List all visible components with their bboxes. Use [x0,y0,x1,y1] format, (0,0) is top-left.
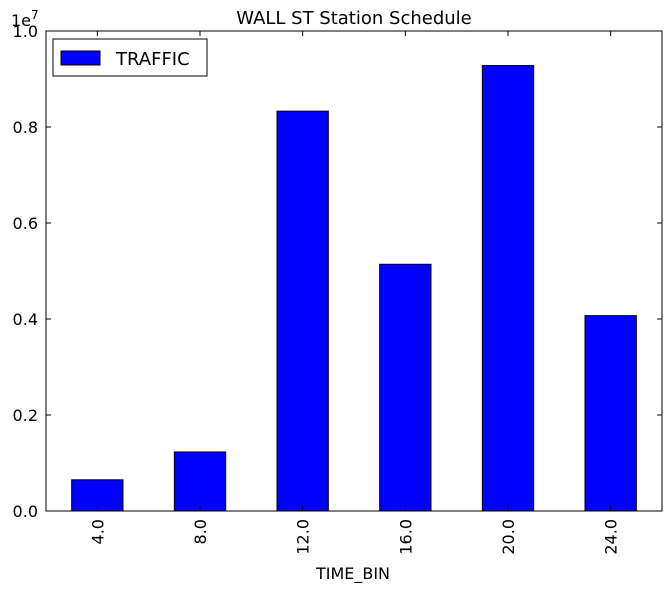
y-tick-label: 0.0 [13,502,38,521]
bar [379,263,432,512]
bar [276,110,329,512]
y-offset-exponent: 7 [31,8,39,22]
x-tick-label: 20.0 [499,519,518,555]
y-tick-label: 1.0 [13,22,38,41]
x-tick-label: 12.0 [294,519,313,555]
bar [584,315,637,512]
y-tick-label: 0.8 [13,118,38,137]
y-tick-label: 0.2 [13,406,38,425]
chart-title: WALL ST Station Schedule [236,8,471,29]
x-tick-label: 16.0 [396,519,415,555]
bar [481,65,535,512]
legend-label: TRAFFIC [115,49,190,70]
axes-layer: 4.0 8.0 12.0 16.0 20.0 24.0 0.0 0.2 0.4 0.6 0.8 1.0 [13,22,662,555]
bar [71,479,124,512]
bars-layer [71,65,637,512]
plot-frame [45,30,663,512]
y-offset-label: 1e7 [11,8,39,30]
bar [173,451,227,512]
y-tick-label: 0.4 [13,310,38,329]
y-offset-base: 1e [11,11,31,30]
y-tick-label: 0.6 [13,214,38,233]
legend-swatch [60,50,101,66]
x-axis-label: TIME_BIN [315,564,390,584]
x-tick-label: 24.0 [602,519,621,555]
x-tick-label: 4.0 [88,519,107,544]
legend: TRAFFIC [52,38,208,77]
x-tick-label: 8.0 [191,519,210,544]
